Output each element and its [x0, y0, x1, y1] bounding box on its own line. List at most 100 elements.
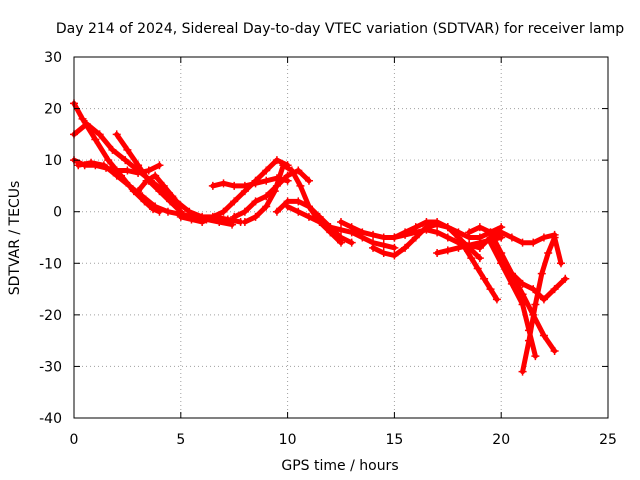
data-point	[230, 212, 239, 221]
x-axis-label: GPS time / hours	[281, 458, 398, 474]
data-point	[379, 233, 388, 242]
data-point	[125, 181, 134, 190]
data-point	[369, 230, 378, 239]
series-s20	[497, 259, 570, 304]
data-point	[215, 218, 224, 227]
data-point	[326, 223, 335, 232]
data-point	[240, 218, 249, 227]
data-point	[475, 223, 484, 232]
data-point	[401, 243, 410, 252]
series-line	[71, 100, 162, 215]
data-point	[151, 171, 160, 180]
data-point	[539, 233, 548, 242]
data-point	[219, 179, 228, 188]
data-point	[112, 130, 121, 139]
data-point	[390, 233, 399, 242]
data-point	[529, 238, 538, 247]
data-point	[480, 274, 489, 283]
data-point	[283, 171, 292, 180]
x-tick-label: 10	[279, 432, 297, 448]
data-point	[557, 259, 566, 268]
x-tick-label: 25	[599, 432, 617, 448]
data-point	[283, 202, 292, 211]
series-s6	[134, 171, 185, 211]
data-point	[369, 243, 378, 252]
data-point	[166, 197, 175, 206]
data-point	[123, 145, 132, 154]
data-point	[270, 187, 279, 196]
data-point	[379, 248, 388, 257]
data-point	[486, 233, 495, 242]
data-point	[465, 241, 474, 250]
data-point	[287, 166, 296, 175]
data-point	[91, 135, 100, 144]
data-point	[422, 218, 431, 227]
data-point	[475, 254, 484, 263]
series-line	[135, 173, 184, 210]
data-point	[262, 166, 271, 175]
data-point	[467, 254, 476, 263]
data-point	[208, 212, 217, 221]
data-point	[561, 274, 570, 283]
series-s1	[70, 99, 164, 216]
data-point	[492, 295, 501, 304]
data-point	[176, 202, 185, 211]
y-tick-label: 10	[44, 153, 62, 169]
data-point	[304, 212, 313, 221]
x-tick-label: 5	[176, 432, 185, 448]
data-point	[475, 243, 484, 252]
data-point	[443, 246, 452, 255]
data-point	[144, 166, 153, 175]
data-point	[518, 279, 527, 288]
data-point	[296, 181, 305, 190]
series-s7	[176, 156, 292, 227]
data-point	[411, 223, 420, 232]
data-point	[347, 223, 356, 232]
data-point	[304, 202, 313, 211]
data-point	[411, 233, 420, 242]
plot-frame	[73, 56, 609, 419]
x-tick-label: 15	[385, 432, 403, 448]
data-point	[134, 187, 143, 196]
data-point	[240, 181, 249, 190]
data-point	[121, 156, 130, 165]
data-point	[550, 285, 559, 294]
x-tick-label: 0	[70, 432, 79, 448]
data-point	[198, 218, 207, 227]
data-point	[529, 285, 538, 294]
data-point	[294, 207, 303, 216]
data-point	[544, 248, 553, 257]
series-s17	[454, 233, 501, 304]
data-point	[518, 367, 527, 376]
y-tick-label: -30	[39, 359, 62, 375]
y-tick-label: 30	[44, 50, 62, 66]
data-point	[78, 114, 87, 123]
data-point	[433, 228, 442, 237]
data-point	[74, 161, 83, 170]
ticks: 0 5 10 15 20 25 30 20 10 0 -10 -20 -30 -40	[39, 50, 617, 448]
y-tick-label: -40	[39, 411, 62, 427]
data-point	[531, 300, 540, 309]
data-point	[518, 300, 527, 309]
data-point	[108, 145, 117, 154]
data-point	[550, 230, 559, 239]
data-point	[294, 197, 303, 206]
data-point	[539, 331, 548, 340]
data-point	[134, 161, 143, 170]
data-point	[507, 279, 516, 288]
x-tick-label: 20	[492, 432, 510, 448]
data-point	[230, 197, 239, 206]
data-point	[433, 218, 442, 227]
data-point	[497, 228, 506, 237]
data-point	[315, 218, 324, 227]
data-point	[272, 207, 281, 216]
data-point	[230, 181, 239, 190]
data-point	[390, 251, 399, 260]
data-point	[550, 346, 559, 355]
data-point	[159, 181, 168, 190]
data-point	[95, 130, 104, 139]
data-point	[219, 207, 228, 216]
data-point	[104, 156, 113, 165]
data-point	[187, 215, 196, 224]
data-point	[176, 212, 185, 221]
